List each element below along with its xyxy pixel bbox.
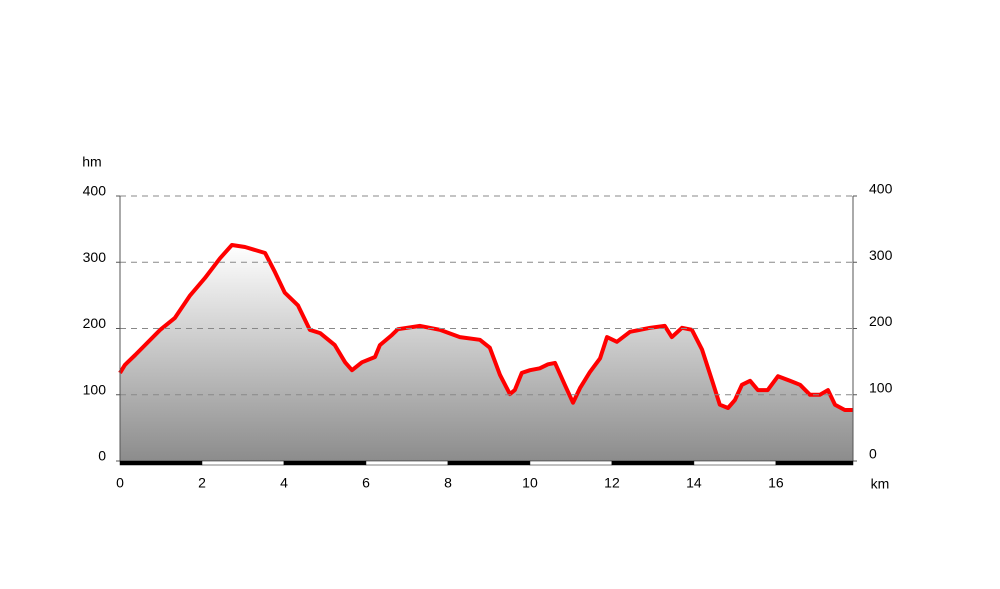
y2-tick-label: 300 bbox=[869, 247, 893, 263]
x-axis-band bbox=[529, 460, 613, 466]
x-axis-band bbox=[447, 460, 531, 466]
y-tick-label: 0 bbox=[98, 448, 106, 464]
x-tick-label: 0 bbox=[116, 475, 124, 491]
x-axis-band bbox=[775, 460, 854, 466]
x-axis-band bbox=[611, 460, 695, 466]
y-tick-label: 400 bbox=[83, 183, 107, 199]
x-axis-band bbox=[283, 460, 367, 466]
y2-tick-label: 400 bbox=[869, 181, 893, 197]
y2-tick-label: 0 bbox=[869, 446, 877, 462]
y2-tick-label: 200 bbox=[869, 313, 893, 329]
x-tick-label: 6 bbox=[362, 475, 370, 491]
x-axis-band bbox=[119, 460, 203, 466]
x-tick-label: 12 bbox=[604, 475, 620, 491]
y-tick-label: 100 bbox=[83, 381, 107, 397]
x-axis-band bbox=[201, 460, 285, 466]
x-axis-band bbox=[365, 460, 449, 466]
y2-tick-label: 100 bbox=[869, 379, 893, 395]
elevation-line bbox=[118, 243, 853, 412]
x-tick-label: 10 bbox=[522, 475, 538, 491]
x-axis-band bbox=[693, 460, 777, 466]
x-tick-label: 14 bbox=[686, 475, 702, 491]
y-unit: hm bbox=[82, 154, 101, 170]
y-tick-label: 200 bbox=[83, 315, 107, 331]
x-tick-label: 2 bbox=[198, 475, 206, 491]
area-fill bbox=[120, 245, 853, 461]
x-tick-label: 8 bbox=[444, 475, 452, 491]
y-tick-label: 300 bbox=[83, 249, 107, 265]
x-tick-label: 16 bbox=[768, 475, 784, 491]
x-unit: km bbox=[871, 476, 890, 492]
x-tick-label: 4 bbox=[280, 475, 288, 491]
